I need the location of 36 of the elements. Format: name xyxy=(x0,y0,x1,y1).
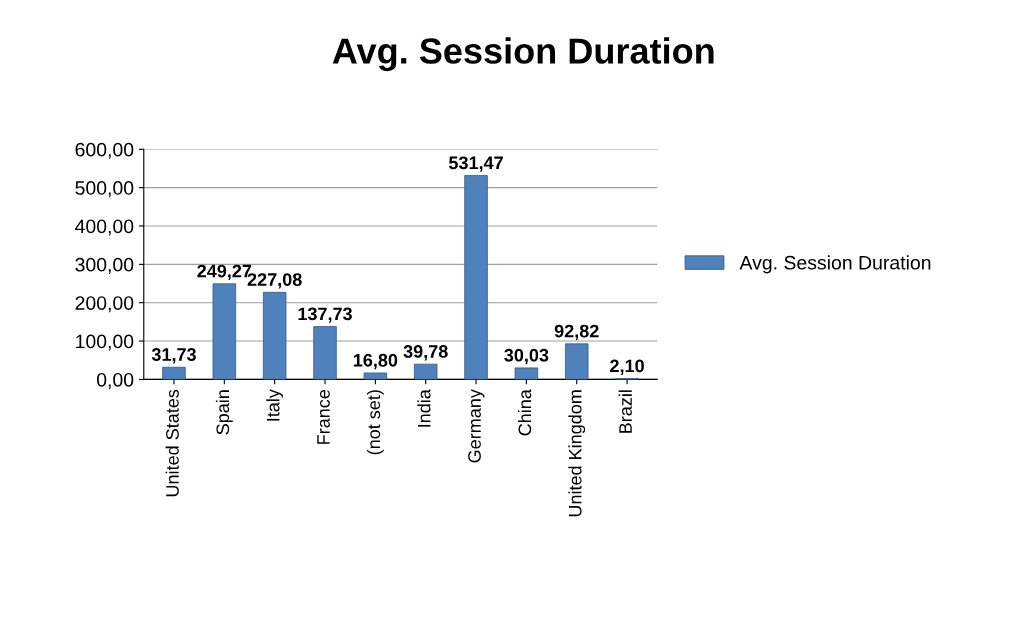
x-tick-label: (not set) xyxy=(366,390,384,455)
y-tick-label: 600,00 xyxy=(75,142,134,159)
bar xyxy=(514,367,539,380)
y-tick-label: 300,00 xyxy=(75,257,134,274)
data-label: 92,82 xyxy=(554,324,599,341)
legend-label: Avg. Session Duration xyxy=(739,255,931,274)
x-tick-label: India xyxy=(417,389,431,427)
bar xyxy=(363,372,388,380)
bar xyxy=(262,291,287,380)
y-tick-label: 400,00 xyxy=(75,219,134,236)
y-tick-label: 100,00 xyxy=(76,334,134,351)
data-label: 531,47 xyxy=(448,156,503,172)
x-tick-label: Spain xyxy=(215,390,233,435)
data-label: 16,80 xyxy=(353,353,398,370)
data-label: 39,78 xyxy=(403,345,448,361)
data-label: 137,73 xyxy=(298,307,352,323)
data-label: 31,73 xyxy=(151,348,196,364)
bar xyxy=(162,366,186,380)
bar xyxy=(313,326,337,380)
x-tick-label: Brazil xyxy=(618,390,632,433)
bar xyxy=(464,175,488,380)
x-tick-label: China xyxy=(517,389,532,436)
x-tick-label: Italy xyxy=(266,389,284,421)
x-tick-label: United States xyxy=(165,389,179,497)
x-tick-label: Germany xyxy=(468,389,485,463)
data-label: 30,03 xyxy=(504,348,549,365)
chart-title: Avg. Session Duration xyxy=(332,37,714,72)
bar xyxy=(413,363,438,380)
y-tick-label: 500,00 xyxy=(75,181,134,198)
x-tick-label: United Kingdom xyxy=(568,390,586,517)
x-tick-label: France xyxy=(317,389,330,444)
y-tick-label: 0,00 xyxy=(96,372,134,389)
y-tick-label: 200,00 xyxy=(75,296,134,313)
bar xyxy=(212,283,237,380)
bar xyxy=(564,343,589,380)
data-label: 2,10 xyxy=(610,359,644,375)
